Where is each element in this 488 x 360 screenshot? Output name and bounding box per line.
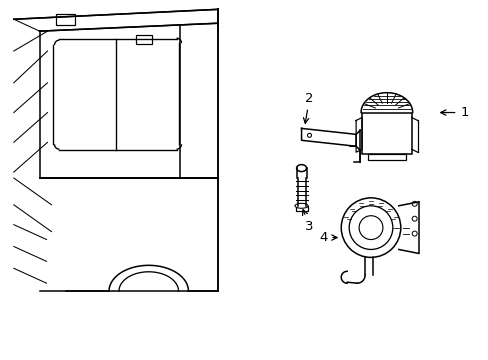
Circle shape <box>411 216 416 221</box>
Ellipse shape <box>294 203 307 208</box>
Bar <box>367 154 405 160</box>
Ellipse shape <box>307 133 311 137</box>
Text: 2: 2 <box>303 91 313 123</box>
Bar <box>361 113 411 154</box>
Bar <box>56 14 75 25</box>
Circle shape <box>358 216 382 239</box>
Circle shape <box>411 201 416 206</box>
Ellipse shape <box>296 165 306 172</box>
Circle shape <box>341 198 400 257</box>
Text: 4: 4 <box>318 231 336 244</box>
Bar <box>136 35 151 44</box>
Circle shape <box>348 206 392 249</box>
Bar <box>295 206 307 211</box>
Text: 3: 3 <box>302 210 313 233</box>
Circle shape <box>411 231 416 236</box>
Text: 1: 1 <box>440 106 468 119</box>
